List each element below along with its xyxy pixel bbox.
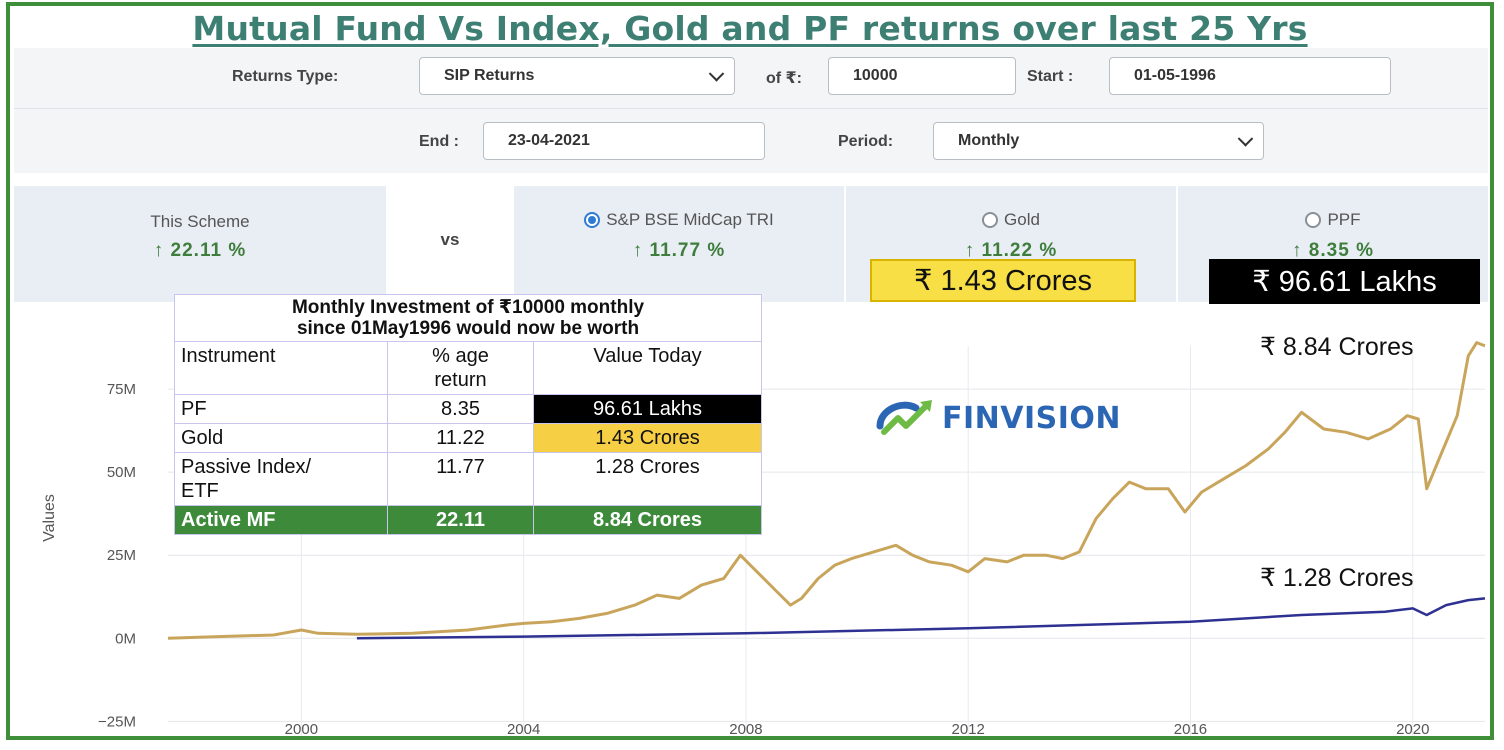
vs-label: vs (440, 230, 460, 249)
row-instrument: Passive Index/ETF (174, 452, 388, 506)
controls-row-2: End : 23-04-2021 Period: Monthly (14, 109, 1488, 173)
table-row: PF 8.35 96.61 Lakhs (174, 394, 762, 424)
scheme-series-line (167, 341, 1486, 640)
row-value: 8.84 Crores (533, 505, 762, 535)
returns-type-label: Returns Type: (232, 68, 339, 85)
y-tick-label: 0M (115, 630, 136, 647)
end-date-value: 23-04-2021 (508, 132, 590, 149)
table-row: Active MF 22.11 8.84 Crores (174, 505, 762, 535)
chart-lines (167, 341, 1486, 640)
row-instrument: Active MF (174, 505, 388, 535)
x-tick-label: 2020 (1396, 721, 1429, 738)
radio-unselected-icon[interactable] (1305, 212, 1322, 228)
finvision-logo-icon (876, 400, 932, 435)
this-scheme-label: This Scheme (150, 212, 250, 231)
index-end-annotation: ₹ 1.28 Crores (1260, 564, 1414, 592)
row-instrument-line1: Passive Index/ (181, 456, 312, 478)
table-row: Passive Index/ETF 11.77 1.28 Crores (174, 452, 762, 506)
row-value: 96.61 Lakhs (533, 394, 762, 424)
y-axis-label: Values (41, 494, 58, 542)
option-midcap-label: S&P BSE MidCap TRI (606, 210, 774, 229)
row-instrument: Gold (174, 423, 388, 453)
this-scheme-return: ↑ 22.11 % (153, 240, 247, 261)
row-value: 1.28 Crores (533, 452, 762, 506)
header-value: Value Today (533, 341, 762, 395)
y-tick-label: 75M (107, 381, 136, 398)
option-ppf-label: PPF (1327, 210, 1361, 229)
row-return: 11.22 (387, 423, 534, 453)
row-value: 1.43 Crores (533, 423, 762, 453)
end-label: End : (419, 133, 459, 150)
header-return-line1: % age (432, 345, 489, 367)
x-tick-label: 2008 (729, 721, 762, 738)
option-midcap-radio[interactable]: S&P BSE MidCap TRI (514, 210, 844, 230)
x-tick-label: 2004 (507, 721, 540, 738)
this-scheme-card: This Scheme ↑ 22.11 % (14, 186, 386, 302)
radio-selected-icon[interactable] (584, 212, 601, 228)
row-instrument: PF (174, 394, 388, 424)
chart-ticks: −25M 0M 25M 50M 75M 2000 2004 2008 2012 2016 2020 (98, 381, 1429, 738)
amount-value: 10000 (853, 67, 898, 84)
amount-label: of ₹: (766, 70, 803, 87)
amount-input[interactable]: 10000 (828, 57, 1016, 95)
row-return: 11.77 (387, 452, 534, 506)
index-series-line (356, 597, 1486, 640)
y-tick-label: 25M (107, 547, 136, 564)
period-value: Monthly (958, 132, 1020, 149)
option-midcap-return: ↑ 11.77 % (632, 240, 726, 261)
period-label: Period: (838, 133, 894, 150)
returns-type-value: SIP Returns (444, 67, 535, 84)
start-date-value: 01-05-1996 (1134, 67, 1216, 84)
start-date-input[interactable]: 01-05-1996 (1109, 57, 1391, 95)
vs-card: vs (388, 186, 512, 302)
summary-heading-line1: Monthly Investment of ₹10000 monthly (291, 297, 645, 318)
option-gold-label: Gold (1004, 210, 1040, 229)
controls-row-1: Returns Type: SIP Returns of ₹: 10000 St… (14, 48, 1488, 109)
summary-heading: Monthly Investment of ₹10000 monthly sin… (174, 294, 762, 342)
summary-heading-line2: since 01May1996 would now be worth (296, 318, 640, 339)
finvision-logo: FINVISION (876, 394, 1121, 442)
row-return: 22.11 (387, 505, 534, 535)
header-return-line2: return (434, 369, 487, 391)
option-ppf-radio[interactable]: PPF (1178, 210, 1488, 230)
summary-table: Monthly Investment of ₹10000 monthly sin… (174, 294, 762, 535)
finvision-logo-text: FINVISION (942, 400, 1122, 436)
x-tick-label: 2000 (285, 721, 318, 738)
y-tick-label: −25M (98, 713, 136, 730)
end-date-input[interactable]: 23-04-2021 (483, 122, 765, 160)
scheme-end-annotation: ₹ 8.84 Crores (1260, 333, 1414, 361)
page-title: Mutual Fund Vs Index, Gold and PF return… (192, 9, 1308, 48)
period-select[interactable]: Monthly (933, 122, 1264, 160)
x-tick-label: 2012 (952, 721, 985, 738)
option-ppf-return: ↑ 8.35 % (1292, 240, 1374, 261)
option-card-midcap[interactable]: S&P BSE MidCap TRI ↑ 11.77 % (514, 186, 844, 302)
header-return: % age return (387, 341, 534, 395)
row-return: 8.35 (387, 394, 534, 424)
ppf-value-tag: ₹ 96.61 Lakhs (1209, 259, 1480, 304)
gold-value-tag: ₹ 1.43 Crores (870, 259, 1136, 302)
returns-type-select[interactable]: SIP Returns (419, 57, 735, 95)
summary-header-row: Instrument % age return Value Today (174, 341, 762, 395)
x-tick-label: 2016 (1174, 721, 1207, 738)
header-instrument: Instrument (174, 341, 388, 395)
option-gold-return: ↑ 11.22 % (964, 240, 1058, 261)
row-instrument-line2: ETF (181, 480, 219, 502)
summary-heading-row: Monthly Investment of ₹10000 monthly sin… (174, 294, 762, 342)
page-frame: Mutual Fund Vs Index, Gold and PF return… (6, 2, 1494, 740)
start-label: Start : (1027, 68, 1074, 85)
y-tick-label: 50M (107, 464, 136, 481)
table-row: Gold 11.22 1.43 Crores (174, 423, 762, 453)
option-gold-radio[interactable]: Gold (846, 210, 1176, 230)
radio-unselected-icon[interactable] (982, 212, 999, 228)
